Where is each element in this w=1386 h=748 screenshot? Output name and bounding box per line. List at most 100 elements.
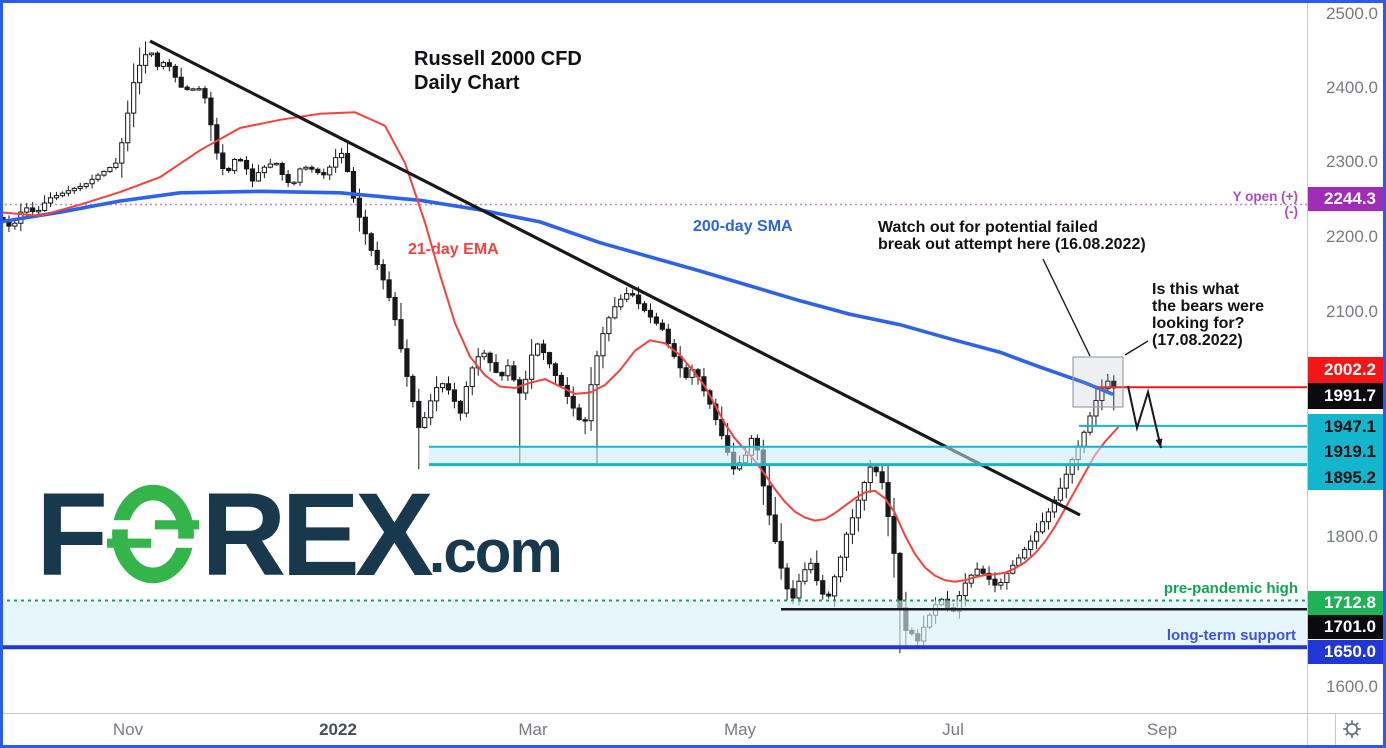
candle-body bbox=[891, 516, 897, 554]
candle-body bbox=[570, 395, 576, 409]
candle-body bbox=[974, 568, 980, 576]
candle-body bbox=[368, 233, 374, 251]
candle-body bbox=[59, 192, 65, 197]
y-tick: 2300.0 bbox=[1326, 152, 1378, 171]
candle-body bbox=[1045, 511, 1052, 523]
note1-pointer-line bbox=[1042, 258, 1091, 357]
candle-body bbox=[802, 569, 808, 582]
candle-body bbox=[1057, 487, 1063, 501]
price-badge-shelf: 1701.0 bbox=[1308, 615, 1385, 639]
candle-body bbox=[291, 181, 297, 185]
candle-body bbox=[30, 207, 36, 213]
candle-body bbox=[790, 588, 796, 599]
candle-body bbox=[83, 183, 89, 188]
y-tick: 2500.0 bbox=[1326, 4, 1378, 23]
forex-com-logo: F REX .com bbox=[36, 469, 563, 601]
candle-body bbox=[309, 166, 315, 170]
candle-body bbox=[392, 296, 398, 321]
candle-body bbox=[481, 352, 487, 358]
candle-body bbox=[71, 187, 77, 192]
candle-body bbox=[1022, 548, 1028, 559]
candle-body bbox=[125, 112, 131, 144]
price-badge-year-open: 2244.3 bbox=[1308, 187, 1385, 211]
logo-letter-f: F bbox=[36, 469, 108, 601]
candle-body bbox=[148, 52, 155, 56]
candle-body bbox=[279, 162, 285, 176]
candle-body bbox=[814, 562, 820, 582]
candle-body bbox=[428, 400, 434, 419]
candle-body bbox=[837, 556, 844, 578]
candle-body bbox=[576, 407, 582, 421]
gear-icon[interactable] bbox=[1340, 717, 1364, 741]
candle-body bbox=[1028, 540, 1034, 550]
candle-body bbox=[653, 316, 659, 324]
ema-line-label[interactable]: 21-day EMA bbox=[408, 241, 499, 258]
candle-body bbox=[243, 159, 250, 170]
axis-separator-vertical bbox=[1307, 0, 1308, 748]
candle-body bbox=[529, 354, 535, 380]
candle-body bbox=[535, 343, 541, 356]
candlestick-series bbox=[0, 41, 1117, 654]
candle-body bbox=[41, 202, 48, 211]
x-tick: Jul bbox=[942, 720, 964, 739]
sma-line-label[interactable]: 200-day SMA bbox=[693, 218, 793, 235]
candle-body bbox=[238, 159, 244, 162]
candle-body bbox=[36, 209, 42, 213]
candle-body bbox=[386, 279, 392, 298]
candle-body bbox=[77, 186, 83, 189]
candle-body bbox=[1093, 400, 1099, 417]
candle-body bbox=[196, 88, 202, 91]
candle-body bbox=[665, 328, 671, 345]
annotation-breakout-warning[interactable]: Watch out for potential failed break out… bbox=[878, 219, 1146, 253]
candle-body bbox=[178, 76, 184, 88]
y-tick: 1600.0 bbox=[1326, 677, 1378, 696]
candle-body bbox=[190, 88, 196, 91]
y-tick: 2100.0 bbox=[1326, 302, 1378, 321]
candle-body bbox=[1004, 572, 1010, 583]
candle-body bbox=[600, 333, 606, 357]
candle-body bbox=[131, 82, 137, 114]
candle-body bbox=[499, 371, 505, 377]
candle-body bbox=[285, 174, 291, 184]
candle-body bbox=[1063, 473, 1069, 489]
candle-body bbox=[226, 168, 232, 172]
candle-body bbox=[879, 471, 885, 484]
price-chart-canvas[interactable] bbox=[0, 0, 1307, 713]
candle-body bbox=[808, 562, 814, 571]
candle-body bbox=[832, 576, 838, 597]
candle-body bbox=[618, 298, 624, 308]
annotation-bears-question[interactable]: Is this what the bears were looking for?… bbox=[1152, 281, 1265, 349]
candle-body bbox=[546, 352, 553, 365]
candle-body bbox=[214, 124, 220, 154]
candle-body bbox=[843, 533, 850, 558]
candle-body bbox=[303, 166, 309, 170]
candle-body bbox=[849, 517, 856, 535]
candle-body bbox=[404, 348, 410, 377]
candle-body bbox=[493, 362, 499, 373]
candle-body bbox=[796, 580, 802, 599]
candle-body bbox=[65, 190, 71, 194]
candle-body bbox=[445, 383, 452, 391]
candle-body bbox=[380, 264, 386, 281]
price-badge-resistance: 1947.1 bbox=[1324, 417, 1376, 436]
candle-body bbox=[327, 166, 333, 176]
candle-body bbox=[95, 174, 101, 180]
candle-body bbox=[683, 367, 689, 378]
candle-body bbox=[374, 249, 380, 266]
y-tick: 2400.0 bbox=[1326, 78, 1378, 97]
x-tick: Nov bbox=[112, 720, 144, 739]
candle-body bbox=[463, 386, 469, 414]
candle-body bbox=[362, 216, 368, 235]
axis-separator-horizontal bbox=[0, 713, 1386, 714]
price-badge-last: 1991.7 bbox=[1308, 383, 1385, 409]
candle-body bbox=[647, 309, 654, 318]
candle-body bbox=[624, 293, 630, 300]
ema-21-line bbox=[0, 111, 1119, 583]
candle-body bbox=[606, 317, 612, 335]
candle-body bbox=[980, 568, 986, 574]
candle-body bbox=[505, 365, 511, 377]
candle-body bbox=[986, 572, 992, 580]
candle-body bbox=[962, 582, 968, 597]
candle-body bbox=[1039, 521, 1046, 533]
candle-body bbox=[24, 207, 30, 213]
